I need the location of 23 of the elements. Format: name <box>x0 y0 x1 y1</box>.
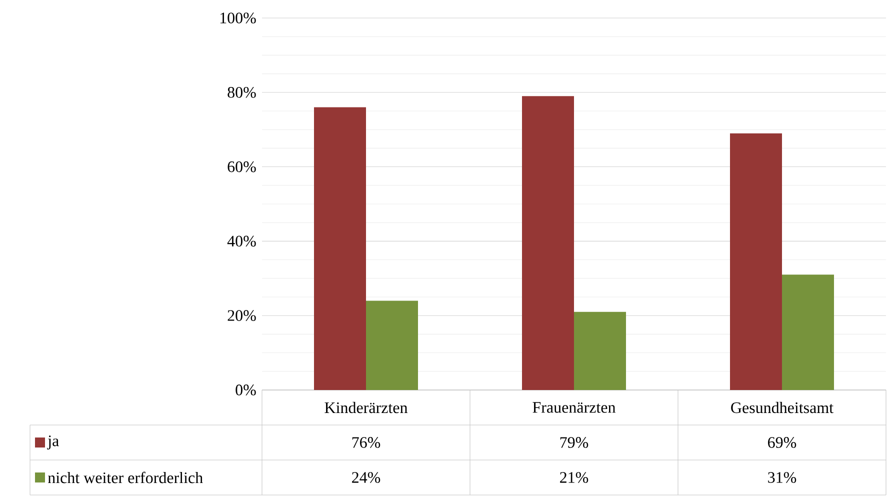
y-tick-label: 40% <box>227 236 256 247</box>
data-label: 21% <box>560 472 588 483</box>
legend-label: nicht weiter erforderlich <box>48 472 203 484</box>
data-label: 31% <box>768 472 796 483</box>
data-label: 79% <box>560 437 588 448</box>
x-tick-label: Frauenärzten <box>532 402 616 413</box>
y-tick-label: 20% <box>228 310 256 322</box>
bar <box>366 300 418 390</box>
y-tick-label: 80% <box>228 86 256 98</box>
bar <box>314 107 366 390</box>
bar <box>522 96 574 390</box>
data-label: 24% <box>352 472 380 483</box>
bar <box>574 312 626 390</box>
x-tick-label: Gesundheitsamt <box>731 402 834 414</box>
data-label: 69% <box>768 437 796 448</box>
data-label: 76% <box>352 437 380 448</box>
y-tick-label: 60% <box>228 161 256 172</box>
legend-label: ja <box>47 435 59 450</box>
y-tick-label: 0% <box>236 384 256 396</box>
y-tick-label: 100% <box>220 12 256 24</box>
x-tick-label: Kinderärzten <box>324 402 408 414</box>
bar <box>782 274 834 390</box>
bar <box>730 133 782 390</box>
